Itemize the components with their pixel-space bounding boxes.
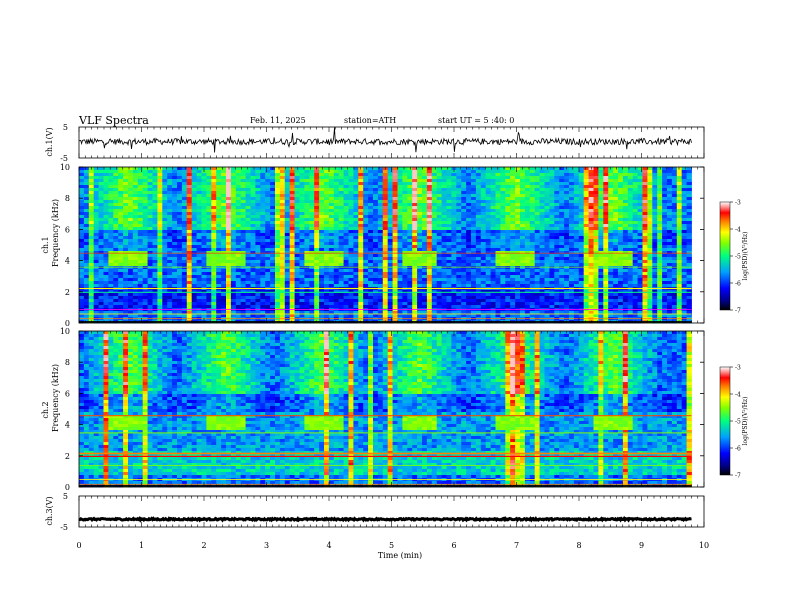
ch3-ytick-top: 5 bbox=[63, 492, 68, 501]
x-tick-label: 7 bbox=[514, 541, 519, 550]
spec-ytick-label: 10 bbox=[60, 163, 70, 172]
ch3-waveform-panel: 5 -5 ch.3(V) bbox=[45, 492, 705, 532]
x-tick-label: 4 bbox=[326, 541, 331, 550]
x-tick-label: 0 bbox=[76, 541, 81, 550]
x-tick-label: 6 bbox=[451, 541, 456, 550]
ch3-ytick-bottom: -5 bbox=[60, 523, 68, 532]
ch2-spectrogram-heatmap bbox=[79, 331, 704, 488]
ch1-spec-ylabel-line2: Frequency (kHz) bbox=[51, 199, 60, 267]
colorbar-tick-label: -4 bbox=[735, 392, 741, 399]
spec-ytick-label: 0 bbox=[65, 483, 70, 492]
ch3-waveform-line bbox=[78, 515, 692, 523]
ch1-ylabel: ch.1(V) bbox=[45, 127, 54, 156]
x-tick-label: 2 bbox=[201, 541, 206, 550]
spec-ytick-label: 8 bbox=[65, 194, 70, 203]
colorbar-tick-label: -5 bbox=[735, 254, 741, 261]
x-tick-label: 9 bbox=[639, 541, 644, 550]
spec-ytick-label: 0 bbox=[65, 319, 70, 328]
figure-title: VLF Spectra bbox=[78, 114, 149, 127]
spec-ytick-label: 2 bbox=[65, 288, 70, 297]
station-label: station=ATH bbox=[344, 116, 396, 125]
spec-ytick-label: 4 bbox=[65, 257, 70, 266]
x-tick-label: 1 bbox=[139, 541, 144, 550]
colorbar-tick-label: -7 bbox=[735, 308, 741, 315]
date-label: Feb. 11, 2025 bbox=[250, 116, 306, 125]
ch2-spec-ylabel-line1: ch.2 bbox=[41, 401, 50, 418]
spec-ytick-label: 6 bbox=[65, 389, 70, 398]
ch1-waveform-line bbox=[78, 127, 692, 153]
x-tick-label: 5 bbox=[389, 541, 394, 550]
colorbar-tick-label: -4 bbox=[735, 227, 741, 234]
ch1-ytick-bottom: -5 bbox=[60, 154, 68, 163]
start-time-label: start UT = 5 :40: 0 bbox=[438, 116, 514, 125]
colorbar-tick-label: -6 bbox=[735, 281, 741, 288]
colorbar-tick-label: -3 bbox=[735, 200, 741, 207]
x-tick-label: 10 bbox=[699, 541, 709, 550]
colorbar-ch2-label: log(PSD)(V²/Hz) bbox=[742, 397, 749, 446]
ch2-spectrogram-panel: 0 2 4 6 8 10 ch.2 Frequency (kHz) bbox=[41, 327, 705, 492]
colorbar-ch1-label: log(PSD)(V²/Hz) bbox=[742, 232, 749, 281]
x-axis: 0 1 2 3 4 5 6 7 8 9 10 bbox=[76, 127, 709, 550]
ch1-spec-ylabel-line1: ch.1 bbox=[41, 236, 50, 253]
ch1-spectrogram-panel: 0 2 4 6 8 10 ch.1 Frequency (kHz) bbox=[41, 163, 705, 328]
spec-ytick-label: 8 bbox=[65, 358, 70, 367]
colorbar-tick-label: -3 bbox=[735, 365, 741, 372]
colorbar-ch2: -3 -4 -5 -6 -7 log(PSD)(V²/Hz) bbox=[719, 365, 749, 480]
spec-ytick-label: 2 bbox=[65, 452, 70, 461]
spec-ytick-label: 10 bbox=[60, 327, 70, 336]
ch2-spec-ylabel-line2: Frequency (kHz) bbox=[51, 364, 60, 432]
x-tick-label: 3 bbox=[264, 541, 269, 550]
spec-ytick-label: 4 bbox=[65, 421, 70, 430]
ch1-waveform-panel: 5 -5 ch.1(V) bbox=[45, 123, 705, 163]
x-tick-label: 8 bbox=[576, 541, 581, 550]
ch3-ylabel: ch.3(V) bbox=[45, 496, 54, 525]
colorbar-tick-label: -7 bbox=[735, 473, 741, 480]
ch1-spectrogram-heatmap bbox=[79, 167, 704, 324]
ch1-ytick-top: 5 bbox=[63, 123, 68, 132]
colorbar-tick-label: -5 bbox=[735, 419, 741, 426]
colorbar-tick-label: -6 bbox=[735, 446, 741, 453]
spec-ytick-label: 6 bbox=[65, 225, 70, 234]
colorbar-ch1: -3 -4 -5 -6 -7 log(PSD)(V²/Hz) bbox=[719, 200, 749, 315]
x-axis-label: Time (min) bbox=[378, 551, 422, 560]
